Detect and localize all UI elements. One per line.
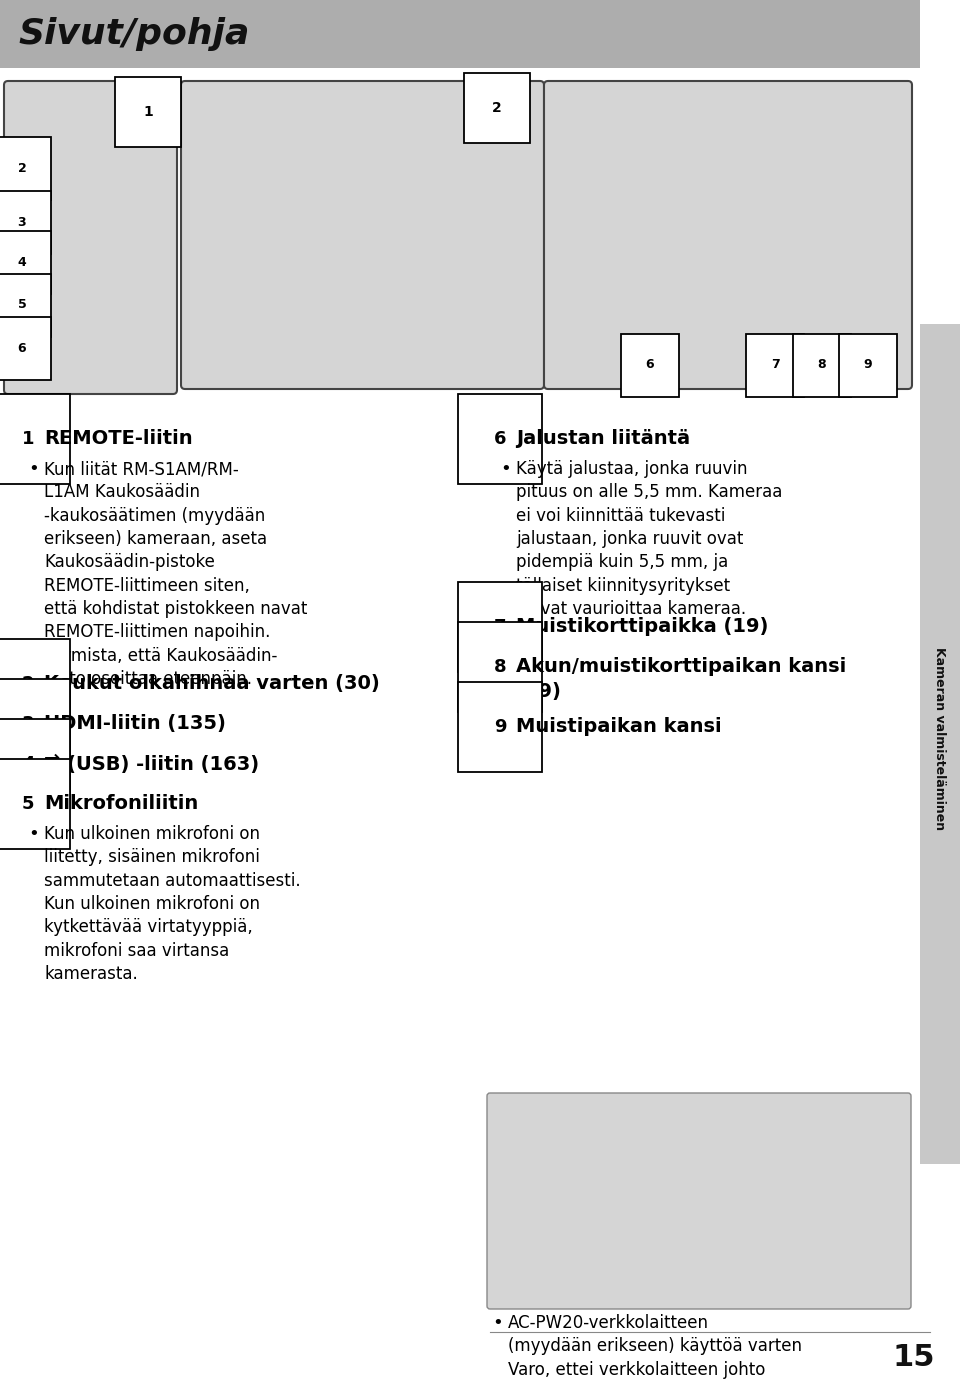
Text: 9: 9 — [493, 718, 506, 736]
Text: 1: 1 — [143, 105, 153, 119]
Text: HDMI-liitin (135): HDMI-liitin (135) — [44, 714, 226, 734]
Text: ⇶ (USB) -liitin (163): ⇶ (USB) -liitin (163) — [44, 754, 259, 775]
Text: Mikrofoniliitin: Mikrofoniliitin — [44, 794, 199, 812]
Text: 4: 4 — [17, 256, 26, 268]
Text: Muistipaikan kansi: Muistipaikan kansi — [516, 717, 722, 736]
Bar — [0, 0, 920, 68]
Bar — [920, 324, 960, 1164]
Text: 5: 5 — [22, 794, 35, 812]
Text: 7: 7 — [493, 619, 506, 637]
Text: Sivut/pohja: Sivut/pohja — [18, 17, 250, 51]
Text: 6: 6 — [17, 342, 26, 354]
Text: 2: 2 — [492, 101, 502, 115]
Text: •: • — [492, 1313, 503, 1331]
Text: Käytä jalustaa, jonka ruuvin
pituus on alle 5,5 mm. Kameraa
ei voi kiinnittää tu: Käytä jalustaa, jonka ruuvin pituus on a… — [516, 459, 782, 617]
Text: Kun liität RM-S1AM/RM-
L1AM Kaukosäädin
-kaukosäätimen (myydään
erikseen) kamera: Kun liität RM-S1AM/RM- L1AM Kaukosäädin … — [44, 459, 307, 688]
Text: (19): (19) — [516, 682, 561, 702]
FancyBboxPatch shape — [4, 82, 177, 394]
Text: 2: 2 — [22, 675, 35, 693]
Text: Jalustan liitäntä: Jalustan liitäntä — [516, 429, 690, 448]
Text: 5: 5 — [17, 299, 26, 311]
Text: •: • — [28, 459, 38, 477]
Text: 9: 9 — [864, 358, 873, 371]
Text: 8: 8 — [493, 657, 506, 675]
Text: Akun/muistikorttipaikan kansi: Akun/muistikorttipaikan kansi — [516, 657, 847, 675]
Text: 3: 3 — [22, 716, 35, 734]
Text: 6: 6 — [646, 358, 655, 371]
FancyBboxPatch shape — [181, 82, 544, 389]
Text: 3: 3 — [17, 216, 26, 228]
Text: REMOTE-liitin: REMOTE-liitin — [44, 429, 193, 448]
FancyBboxPatch shape — [487, 1093, 911, 1309]
Text: 1: 1 — [22, 430, 35, 448]
Text: •: • — [500, 459, 511, 477]
Text: 8: 8 — [818, 358, 827, 371]
Text: Kameran valmisteläminen: Kameran valmisteläminen — [933, 648, 947, 830]
Text: 7: 7 — [771, 358, 780, 371]
Text: 15: 15 — [893, 1344, 935, 1373]
FancyBboxPatch shape — [544, 82, 912, 389]
Text: AC-PW20-verkkolaitteen
(myydään erikseen) käyttöä varten
Varo, ettei verkkolaitt: AC-PW20-verkkolaitteen (myydään erikseen… — [508, 1313, 802, 1384]
Text: Koukut olkahihnaa varten (30): Koukut olkahihnaa varten (30) — [44, 674, 380, 693]
Text: 6: 6 — [493, 430, 506, 448]
Text: Muistikorttipaikka (19): Muistikorttipaikka (19) — [516, 617, 768, 637]
Text: 4: 4 — [22, 756, 35, 774]
Text: 2: 2 — [17, 162, 26, 174]
Text: Kun ulkoinen mikrofoni on
liitetty, sisäinen mikrofoni
sammutetaan automaattises: Kun ulkoinen mikrofoni on liitetty, sisä… — [44, 825, 300, 983]
Text: •: • — [28, 825, 38, 843]
